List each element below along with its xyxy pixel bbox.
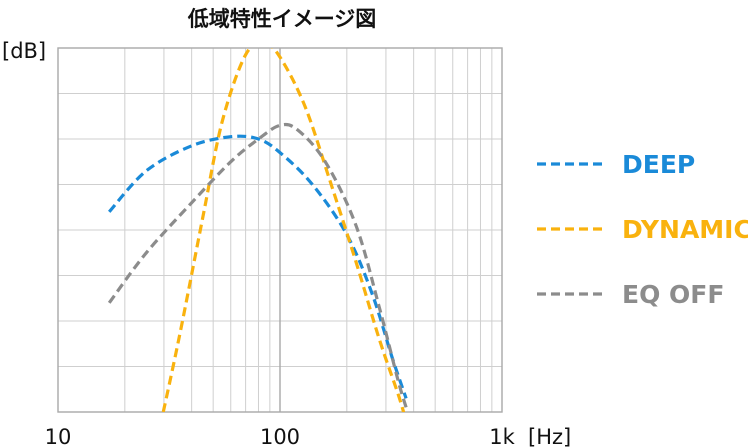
x-axis-label: [Hz] — [528, 425, 571, 447]
plot-frame — [57, 47, 503, 413]
y-axis-label: [dB] — [2, 39, 46, 63]
legend-item-eq-off: EQ OFF — [537, 280, 724, 309]
legend-label: EQ OFF — [622, 280, 724, 309]
legend: DEEP DYNAMIC EQ OFF — [537, 150, 748, 309]
series-line-eq-off — [107, 122, 408, 408]
series-line-dynamic — [161, 48, 406, 412]
legend-label: DEEP — [622, 150, 695, 179]
chart-title: 低域特性イメージ図 — [187, 7, 377, 31]
series-lines — [107, 48, 408, 412]
legend-label: DYNAMIC — [622, 215, 748, 244]
x-tick-label: 10 — [45, 425, 72, 447]
series-line-deep — [108, 134, 408, 399]
legend-item-deep: DEEP — [537, 150, 695, 179]
x-tick-labels: 10 100 1k — [45, 425, 516, 447]
x-tick-label: 1k — [489, 425, 515, 447]
grid — [58, 48, 502, 412]
legend-item-dynamic: DYNAMIC — [537, 215, 748, 244]
x-tick-label: 100 — [260, 425, 300, 447]
